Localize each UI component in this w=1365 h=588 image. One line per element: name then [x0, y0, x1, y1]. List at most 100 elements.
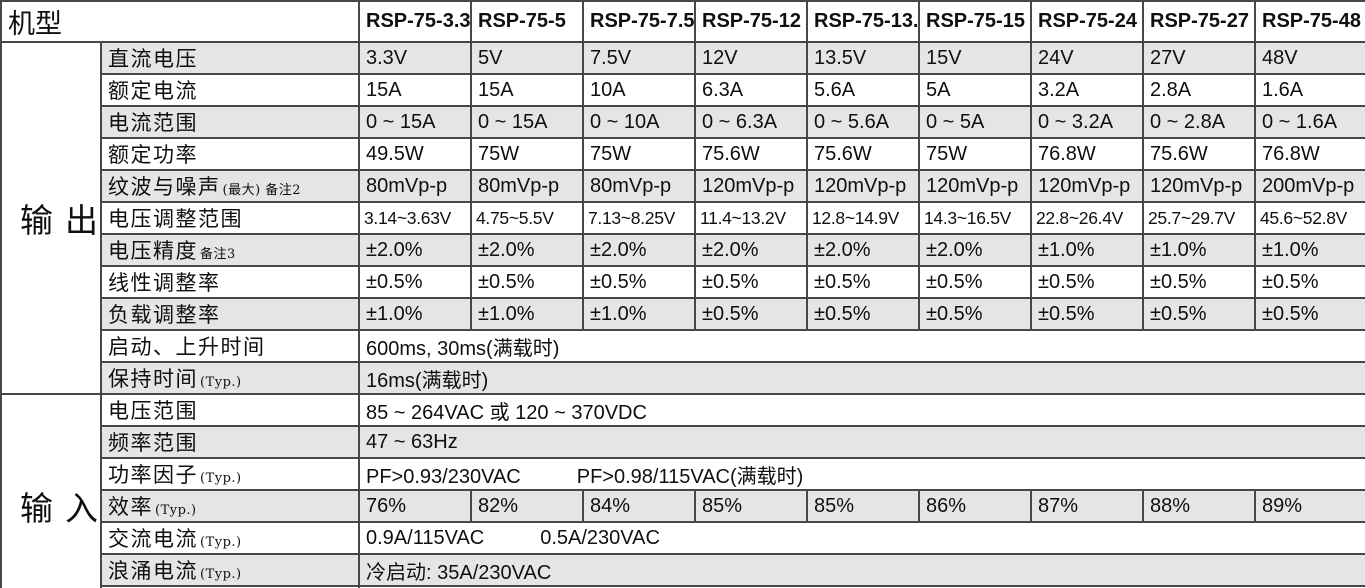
section-group-label: 输入: [0, 393, 102, 588]
spec-row: 浪涌电流 (Typ.) 冷启动: 35A/230VAC: [1, 553, 1365, 587]
spec-value-cell: 76.8W: [1254, 137, 1365, 171]
spec-value-cell: 14.3~16.5V: [918, 201, 1032, 235]
spec-row: 功率因子 (Typ.) PF>0.93/230VAC PF>0.98/115VAC(满…: [1, 457, 1365, 491]
spec-value-cell: ±2.0%: [918, 233, 1032, 267]
spec-value-span-cell: 85 ~ 264VAC 或 120 ~ 370VDC: [358, 393, 1365, 427]
spec-value-cell: 10A: [582, 73, 696, 107]
row-label: 启动、上升时间: [100, 329, 360, 363]
spec-value-cell: ±2.0%: [582, 233, 696, 267]
model-column-header: RSP-75-13.5: [806, 0, 920, 43]
row-label-note: 备注3: [200, 247, 236, 262]
spec-value-cell: 76.8W: [1030, 137, 1144, 171]
spec-value-cell: 75.6W: [806, 137, 920, 171]
model-column-header: RSP-75-15: [918, 0, 1032, 43]
spec-value-cell: ±1.0%: [358, 297, 472, 331]
row-label-text: 频率范围: [108, 431, 198, 455]
spec-value-cell: ±0.5%: [358, 265, 472, 299]
spec-value-cell: ±0.5%: [1030, 265, 1144, 299]
row-label-note: (Typ.): [200, 535, 242, 550]
spec-value-cell: 120mVp-p: [1142, 169, 1256, 203]
spec-value-cell: ±2.0%: [358, 233, 472, 267]
row-label-text: 浪涌电流: [108, 559, 198, 583]
spec-value-span-cell: 600ms, 30ms(满载时): [358, 329, 1365, 363]
spec-value-cell: 80mVp-p: [582, 169, 696, 203]
row-label-note: (Typ.): [155, 503, 197, 518]
spec-value-cell: 5A: [918, 73, 1032, 107]
spec-row: 频率范围 47 ~ 63Hz: [1, 425, 1365, 459]
model-column-header: RSP-75-12: [694, 0, 808, 43]
spec-value-cell: ±2.0%: [470, 233, 584, 267]
spec-value-part: 85 ~ 264VAC 或 120 ~ 370VDC: [366, 401, 647, 424]
spec-value-cell: 120mVp-p: [806, 169, 920, 203]
spec-value-cell: 0 ~ 2.8A: [1142, 105, 1256, 139]
spec-value-cell: 15A: [470, 73, 584, 107]
spec-value-cell: ±0.5%: [582, 265, 696, 299]
spec-value-cell: ±0.5%: [1254, 265, 1365, 299]
spec-value-cell: 120mVp-p: [694, 169, 808, 203]
spec-value-part: 47 ~ 63Hz: [366, 430, 458, 453]
spec-value-cell: 4.75~5.5V: [470, 201, 584, 235]
spec-value-cell: 76%: [358, 489, 472, 523]
spec-value-cell: 12V: [694, 41, 808, 75]
spec-value-cell: 27V: [1142, 41, 1256, 75]
row-label: 额定功率: [100, 137, 360, 171]
spec-row: 漏电流<2.0mA / 240VAC: [1, 585, 1365, 588]
row-label: 保持时间 (Typ.): [100, 361, 360, 395]
row-label: 电压范围: [100, 393, 360, 427]
row-label-text: 交流电流: [108, 527, 198, 551]
spec-value-cell: ±0.5%: [470, 265, 584, 299]
spec-value-cell: ±1.0%: [470, 297, 584, 331]
spec-value-cell: 0 ~ 15A: [358, 105, 472, 139]
row-label-note: (Typ.): [200, 567, 242, 582]
row-label: 电压调整范围: [100, 201, 360, 235]
spec-value-cell: 120mVp-p: [918, 169, 1032, 203]
section-group-label: 输出: [0, 41, 102, 395]
spec-value-cell: 89%: [1254, 489, 1365, 523]
spec-row: 电压精度 备注3 ±2.0% ±2.0% ±2.0% ±2.0% ±2.0% ±2.0% ±1.…: [1, 233, 1365, 267]
row-label: 电压精度 备注3: [100, 233, 360, 267]
spec-value-cell: ±2.0%: [806, 233, 920, 267]
row-label: 负载调整率: [100, 297, 360, 331]
spec-value-cell: 6.3A: [694, 73, 808, 107]
row-label-text: 直流电压: [108, 47, 198, 71]
spec-row: 输入 电压范围 85 ~ 264VAC 或 120 ~ 370VDC: [0, 393, 1365, 588]
spec-value-cell: 88%: [1142, 489, 1256, 523]
spec-row: 启动、上升时间 600ms, 30ms(满载时): [1, 329, 1365, 363]
row-label-text: 负载调整率: [108, 303, 221, 327]
spec-value-cell: 80mVp-p: [470, 169, 584, 203]
spec-value-cell: ±1.0%: [582, 297, 696, 331]
spec-row: 负载调整率 ±1.0% ±1.0% ±1.0% ±0.5% ±0.5% ±0.5% ±0.5%…: [1, 297, 1365, 331]
spec-value-cell: 75W: [918, 137, 1032, 171]
spec-row: 额定功率 49.5W 75W 75W 75.6W 75.6W 75W 76.8W 75.6W 76…: [1, 137, 1365, 171]
spec-value-cell: 75.6W: [694, 137, 808, 171]
spec-value-cell: 86%: [918, 489, 1032, 523]
spec-value-cell: ±1.0%: [1142, 233, 1256, 267]
spec-value-cell: ±0.5%: [694, 297, 808, 331]
spec-value-part: PF>0.93/230VAC: [366, 465, 521, 488]
spec-value-span-cell: 冷启动: 35A/230VAC: [358, 553, 1365, 587]
spec-value-cell: ±0.5%: [1030, 297, 1144, 331]
row-label-text: 纹波与噪声: [108, 175, 221, 199]
spec-row: 额定电流 15A 15A 10A 6.3A 5.6A 5A 3.2A 2.8A 1.6A: [1, 73, 1365, 107]
row-label: 效率 (Typ.): [100, 489, 360, 523]
model-column-header: RSP-75-3.3: [358, 0, 472, 43]
row-label-text: 额定功率: [108, 143, 198, 167]
spec-value-cell: 15A: [358, 73, 472, 107]
spec-value-cell: 85%: [694, 489, 808, 523]
row-label-note: (Typ.): [200, 471, 242, 486]
spec-value-part: 0.9A/115VAC: [366, 526, 485, 549]
spec-value-cell: 0 ~ 5A: [918, 105, 1032, 139]
spec-value-cell: 24V: [1030, 41, 1144, 75]
row-label: 频率范围: [100, 425, 360, 459]
spec-value-cell: 75W: [470, 137, 584, 171]
spec-value-cell: ±0.5%: [918, 297, 1032, 331]
spec-value-cell: 75.6W: [1142, 137, 1256, 171]
spec-value-cell: ±1.0%: [1254, 233, 1365, 267]
row-label-text: 额定电流: [108, 79, 198, 103]
spec-value-cell: 84%: [582, 489, 696, 523]
spec-value-cell: 49.5W: [358, 137, 472, 171]
spec-value-cell: 80mVp-p: [358, 169, 472, 203]
row-label-text: 电流范围: [108, 111, 198, 135]
spec-value-cell: 12.8~14.9V: [806, 201, 920, 235]
